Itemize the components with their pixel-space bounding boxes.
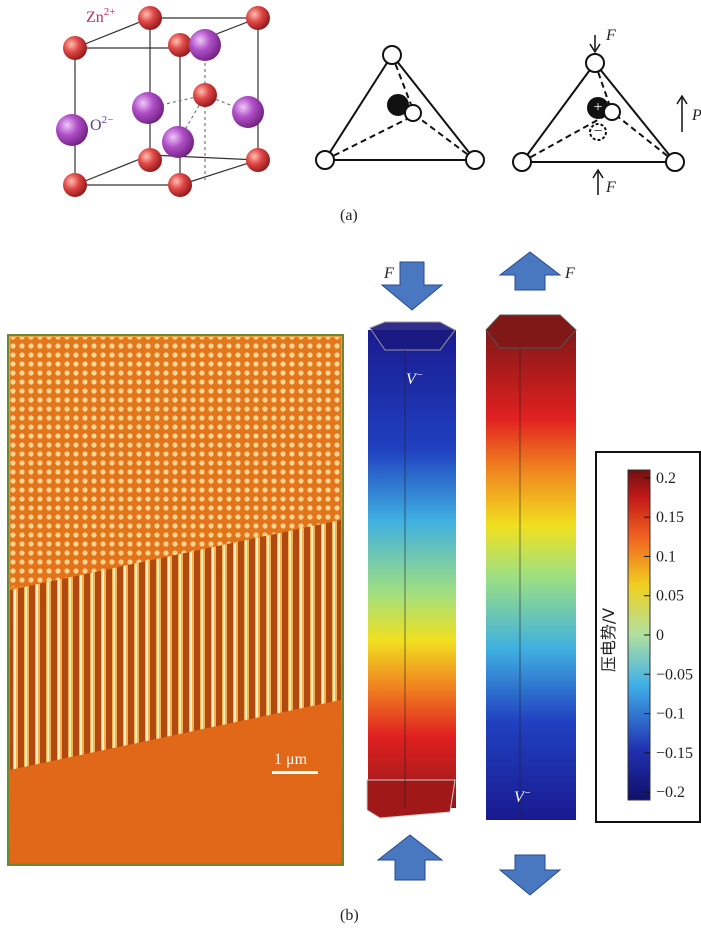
tetrahedron: [316, 46, 484, 169]
plus-sign: +: [593, 99, 602, 116]
force-label: F: [564, 265, 575, 282]
o-label: O2−: [90, 114, 113, 134]
caption-a: (a): [340, 207, 358, 224]
colorbar-tick-label: −0.15: [656, 745, 693, 762]
figure: Zn2+ O2− + − F F P (a) 1 μm F V− F V− 压电…: [0, 0, 701, 928]
crystal: [75, 18, 258, 185]
rod-compressed: [367, 262, 456, 880]
colorbar-tick-label: 0.05: [656, 588, 684, 605]
atoms: [56, 6, 270, 197]
sem-image: [8, 335, 343, 865]
colorbar-tick-label: −0.2: [656, 784, 685, 801]
scale-bar-label: 1 μm: [274, 751, 308, 768]
colorbar-tick-label: 0.1: [656, 548, 676, 565]
colorbar-tick-label: −0.1: [656, 706, 685, 723]
colorbar-tick-label: 0: [656, 627, 664, 644]
force-label: F: [605, 179, 616, 196]
polarization-label: P: [691, 107, 701, 124]
caption-b: (b): [340, 907, 359, 924]
colorbar-tick-label: 0.15: [656, 509, 684, 526]
force-label: F: [383, 265, 394, 282]
colorbar-tick-label: −0.05: [656, 666, 693, 683]
colorbar-label: 压电势/V: [599, 608, 618, 672]
force-label: F: [605, 27, 616, 44]
minus-sign: −: [593, 123, 602, 140]
zn-label: Zn2+: [86, 6, 116, 26]
colorbar-tick-label: 0.2: [656, 470, 676, 487]
